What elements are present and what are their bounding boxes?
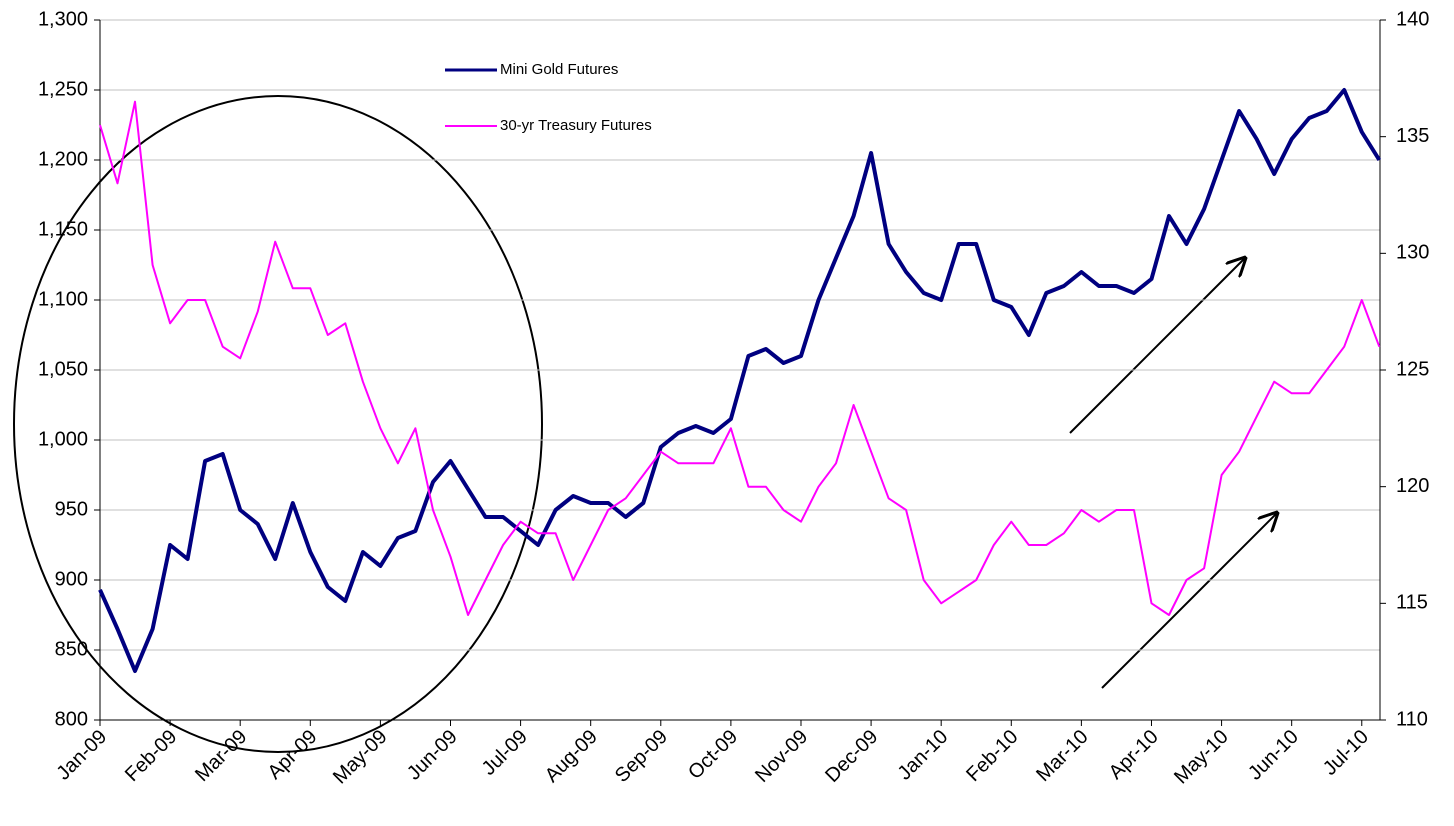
y2-tick-label: 135: [1396, 125, 1429, 147]
x-tick-label: Apr-10: [1105, 726, 1163, 784]
trend-arrow: [1069, 258, 1245, 434]
y-tick-label: 950: [55, 498, 88, 520]
y2-tick-label: 140: [1396, 8, 1429, 30]
x-tick-label: Jun-09: [403, 726, 462, 785]
legend-label: Mini Gold Futures: [500, 61, 618, 78]
y-tick-label: 900: [55, 568, 88, 590]
x-tick-label: Apr-09: [264, 726, 322, 784]
highlight-ellipse: [13, 95, 543, 753]
x-tick-label: Jan-09: [52, 726, 111, 785]
x-tick-label: Jul-10: [1319, 726, 1373, 780]
x-tick-label: May-10: [1170, 726, 1233, 789]
x-tick-label: Nov-09: [751, 726, 812, 787]
y2-tick-label: 130: [1396, 242, 1429, 264]
x-tick-label: Oct-09: [684, 726, 742, 784]
series-line: [98, 88, 1381, 673]
y-tick-label: 1,250: [38, 78, 88, 100]
x-tick-label: Jul-09: [478, 726, 532, 780]
y-tick-label: 1,100: [38, 288, 88, 310]
y2-tick-label: 120: [1396, 475, 1429, 497]
x-tick-label: Feb-09: [121, 726, 181, 786]
y-tick-label: 800: [55, 708, 88, 730]
y-tick-label: 1,050: [38, 358, 88, 380]
y2-tick-label: 125: [1396, 358, 1429, 380]
x-tick-label: Jun-10: [1244, 726, 1303, 785]
x-tick-label: Mar-10: [1032, 726, 1092, 786]
y-tick-label: 1,200: [38, 148, 88, 170]
y-tick-label: 1,000: [38, 428, 88, 450]
y2-tick-label: 115: [1396, 592, 1428, 614]
series-line: [99, 100, 1381, 616]
x-tick-label: Feb-10: [962, 726, 1022, 786]
x-tick-label: Aug-09: [541, 726, 602, 787]
y-tick-label: 850: [55, 638, 88, 660]
y-tick-label: 1,300: [38, 8, 88, 30]
legend-label: 30-yr Treasury Futures: [500, 117, 652, 134]
x-tick-label: Mar-09: [191, 726, 251, 786]
x-tick-label: Sep-09: [611, 726, 672, 787]
x-tick-label: Dec-09: [821, 726, 882, 787]
y-tick-label: 1,150: [38, 218, 88, 240]
y2-tick-label: 110: [1396, 708, 1428, 730]
trend-arrow: [1101, 513, 1277, 689]
x-tick-label: Jan-10: [894, 726, 953, 785]
